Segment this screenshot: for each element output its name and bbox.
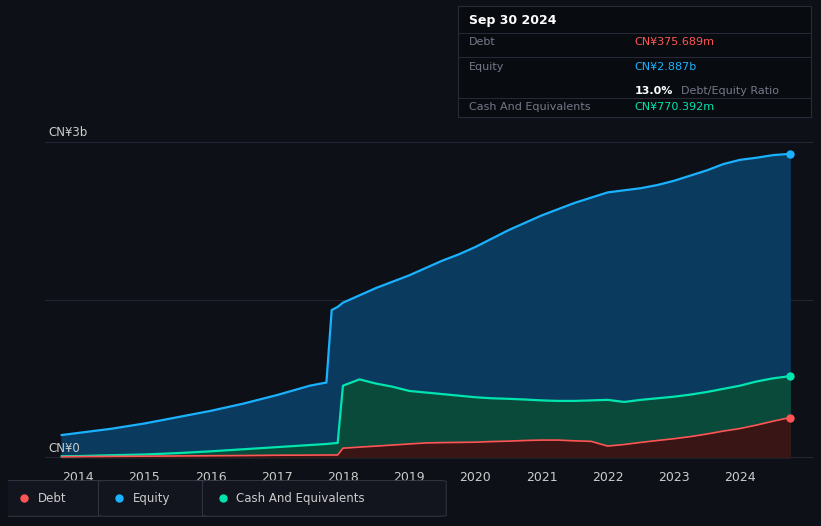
FancyBboxPatch shape (3, 481, 103, 517)
Text: Debt/Equity Ratio: Debt/Equity Ratio (681, 86, 778, 96)
Text: Debt: Debt (469, 37, 495, 47)
Text: Cash And Equivalents: Cash And Equivalents (469, 103, 590, 113)
Text: Cash And Equivalents: Cash And Equivalents (236, 492, 365, 505)
Text: CN¥0: CN¥0 (48, 442, 80, 455)
Text: CN¥770.392m: CN¥770.392m (635, 103, 715, 113)
Text: CN¥3b: CN¥3b (48, 126, 88, 139)
FancyBboxPatch shape (99, 481, 212, 517)
FancyBboxPatch shape (203, 481, 447, 517)
Text: Equity: Equity (132, 492, 170, 505)
Text: 13.0%: 13.0% (635, 86, 673, 96)
Text: Sep 30 2024: Sep 30 2024 (469, 14, 556, 27)
Text: CN¥2.887b: CN¥2.887b (635, 62, 697, 72)
Text: CN¥375.689m: CN¥375.689m (635, 37, 714, 47)
Text: Equity: Equity (469, 62, 504, 72)
Text: Debt: Debt (38, 492, 67, 505)
